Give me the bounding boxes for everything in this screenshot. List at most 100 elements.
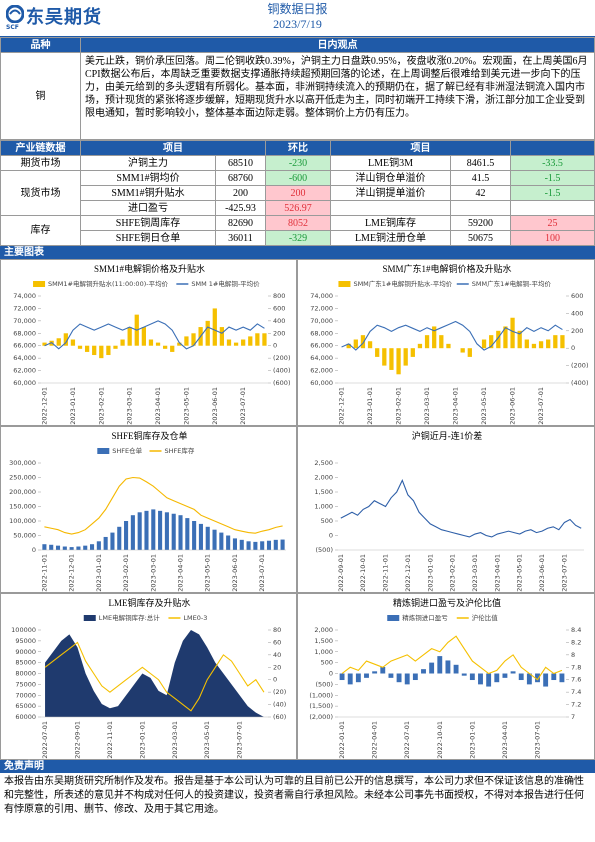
legend-label: SMM广东1#电解铜升贴水-平均价 — [353, 279, 452, 288]
table-header: 环比 — [265, 140, 331, 156]
bar — [445, 660, 451, 674]
x-tick-label: 2023-01-01 — [426, 554, 434, 592]
y-tick-label: 300,000 — [9, 459, 36, 467]
table-header-blank — [510, 140, 595, 156]
x-tick-label: 2023-04-01 — [493, 554, 501, 592]
item: LME铜注册仓单 — [330, 230, 451, 246]
y-tick-label: 0 — [329, 532, 333, 540]
line — [44, 641, 265, 712]
bar — [412, 673, 418, 681]
bar — [439, 335, 444, 349]
y2-tick-label: 200 — [273, 329, 285, 337]
bar — [396, 673, 402, 683]
bar — [191, 333, 196, 346]
y2-tick-label: 600 — [273, 304, 285, 312]
table-header: 产业链数据 — [0, 140, 81, 156]
y-tick-label: 250,000 — [9, 474, 36, 482]
y-tick-label: 68,000 — [310, 329, 333, 337]
y2-tick-label: (400) — [273, 367, 290, 375]
change: 8052 — [265, 215, 331, 231]
bar — [178, 515, 183, 550]
y2-tick-label: 200 — [571, 327, 583, 335]
x-tick-label: 2022-09-01 — [337, 554, 345, 592]
y2-tick-label: 40 — [273, 651, 281, 659]
bar — [92, 345, 97, 356]
bar — [478, 673, 483, 685]
x-tick-label: 2023-07-01 — [236, 721, 244, 759]
bar — [90, 544, 95, 550]
y-tick-label: 100000 — [11, 626, 36, 634]
y-tick-label: 60,000 — [13, 379, 36, 387]
bar — [62, 546, 67, 550]
x-tick-label: 2023-01-01 — [95, 554, 103, 592]
bar — [496, 330, 501, 349]
x-tick-label: 2023-02-01 — [122, 554, 130, 592]
bar — [239, 539, 244, 550]
bar — [63, 333, 68, 346]
chart: SHFE铜库存及仓单 SHFE仓单 SHFE库存 0 50,000 100,000 150,… — [0, 426, 297, 593]
bar — [364, 673, 369, 678]
y2-tick-label: 7.6 — [571, 676, 581, 684]
bar — [137, 512, 142, 550]
report-date: 2023/7/19 — [273, 17, 322, 31]
bar — [226, 535, 231, 550]
x-tick-label: 2023-02-01 — [395, 387, 403, 425]
chart-title: 沪铜近月-连1价差 — [412, 430, 483, 441]
x-tick-label: 2022-11-01 — [106, 721, 114, 759]
legend-label: 沪伦比值 — [472, 613, 499, 622]
value: 59200 — [450, 215, 511, 231]
item: SHFE铜周库存 — [80, 215, 216, 231]
bar — [266, 540, 272, 550]
empty-cell — [330, 200, 451, 216]
bar — [246, 541, 251, 550]
chart-title: SHFE铜库存及仓单 — [111, 430, 187, 441]
bar — [155, 342, 161, 346]
y-tick-label: (500) — [316, 546, 333, 554]
bar — [280, 539, 285, 550]
bar — [56, 338, 61, 346]
bar — [353, 339, 358, 349]
y-tick-label: 500 — [321, 659, 333, 667]
bar — [396, 348, 401, 375]
variety: 铜 — [0, 52, 81, 140]
bar — [127, 327, 132, 346]
bar — [255, 333, 260, 346]
bar — [375, 348, 380, 357]
bar — [232, 538, 237, 550]
bar — [453, 664, 459, 674]
x-tick-label: 2022-04-01 — [371, 721, 379, 759]
x-tick-label: 2023-05-01 — [480, 387, 488, 425]
y2-tick-label: (400) — [571, 379, 588, 387]
x-tick-label: 2022-11-01 — [40, 554, 48, 592]
x-tick-label: 2023-06-01 — [211, 387, 219, 425]
view-header: 日内观点 — [80, 37, 595, 53]
y-tick-label: 95000 — [15, 637, 36, 645]
y-tick-label: (1,500) — [309, 702, 333, 710]
legend-label: SHFE库存 — [165, 446, 195, 455]
bar — [469, 673, 475, 681]
chart-grid: SMM1#电解铜价格及升贴水 SMM1#电解铜升贴水(11:00:00)-平均价 S… — [0, 259, 595, 760]
bar — [461, 673, 467, 676]
legend-label: SMM广东1#电解铜-平均价 — [472, 279, 552, 288]
bar — [184, 336, 189, 346]
bar — [510, 317, 515, 349]
bar — [84, 345, 90, 352]
x-tick-label: 2023-06-01 — [538, 554, 546, 592]
bar — [226, 339, 232, 346]
y2-tick-label: 400 — [273, 317, 285, 325]
bar — [489, 335, 494, 349]
y-tick-label: 66,000 — [310, 342, 333, 350]
chart: SMM1#电解铜价格及升贴水 SMM1#电解铜升贴水(11:00:00)-平均价 S… — [0, 259, 297, 426]
y-tick-label: 1,000 — [314, 503, 333, 511]
y2-tick-label: 8 — [571, 651, 575, 659]
line — [44, 476, 283, 535]
legend-label: 精炼铜进口盈亏 — [402, 613, 448, 622]
y-tick-label: 2,500 — [314, 459, 333, 467]
x-tick-label: 2023-05-01 — [182, 387, 190, 425]
bar — [198, 523, 203, 550]
bar — [382, 348, 387, 366]
y-tick-label: (500) — [316, 680, 333, 688]
y2-tick-label: 8.4 — [571, 626, 581, 634]
